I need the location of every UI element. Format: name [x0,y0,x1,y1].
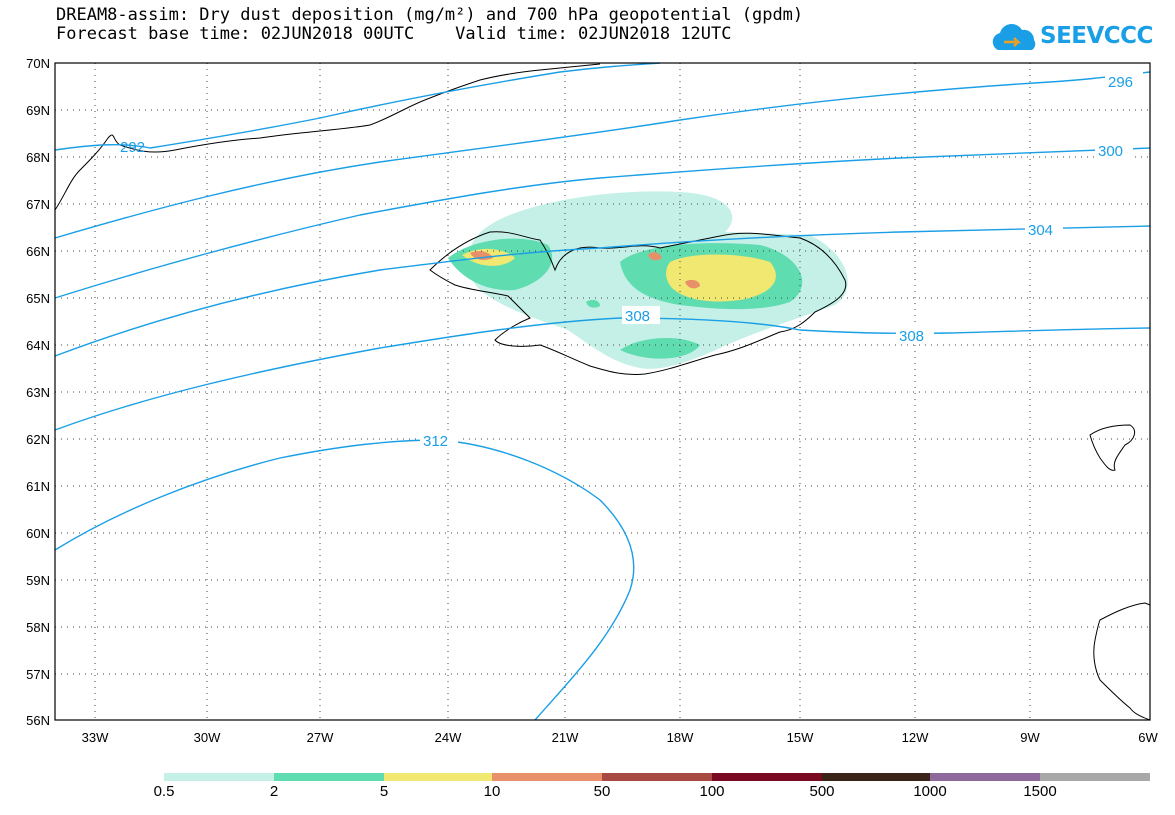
contour-labels: 296 300 304 308 308 312 292 [120,72,1143,450]
legend-swatch [1040,773,1150,781]
longitude-labels: 33W 30W 27W 24W 21W 18W 15W 12W 9W 6W [82,730,1159,745]
legend-swatch [274,773,384,781]
legend-swatch [712,773,822,781]
lon-label: 12W [902,730,929,745]
lon-label: 30W [194,730,221,745]
legend-label: 0.5 [153,783,175,800]
contour-308 [54,317,1151,431]
seevccc-logo: SEEVCCC [990,20,1153,60]
cloud-icon [992,24,1036,50]
lat-label: 57N [26,667,50,682]
coastlines [54,63,1151,721]
legend-swatch [822,773,930,781]
lat-label: 61N [26,479,50,494]
legend-swatch [492,773,602,781]
lon-label: 18W [667,730,694,745]
contour-304 [54,225,1151,357]
contour-label-304: 304 [1028,222,1053,239]
legend-label: 50 [593,783,611,800]
legend-label: 5 [379,783,389,800]
lon-label: 6W [1138,730,1158,745]
lon-label: 33W [82,730,109,745]
map-title-line-1: DREAM8-assim: Dry dust deposition (mg/m²… [56,5,804,25]
lat-label: 68N [26,150,50,165]
greenland-coast [54,63,601,211]
faroe-coast [1089,424,1136,471]
scotland-coast [1093,602,1151,721]
legend-swatch [164,773,274,781]
lon-label: 15W [787,730,814,745]
iceland-coast [429,231,847,375]
lat-label: 69N [26,103,50,118]
legend-swatch [384,773,492,781]
legend-label: 1500 [1023,783,1057,800]
contour-300 [54,147,1151,299]
lon-label: 21W [552,730,579,745]
lat-label: 60N [26,526,50,541]
contour-label-308-a: 308 [625,308,650,325]
lat-label: 62N [26,432,50,447]
contour-label-300: 300 [1098,143,1123,160]
lat-label: 58N [26,620,50,635]
contour-312 [54,439,635,721]
map-gridlines [55,63,1150,720]
lat-label: 64N [26,338,50,353]
geopotential-contours [54,62,1151,721]
lon-label: 24W [435,730,462,745]
lon-label: 9W [1020,730,1040,745]
legend-label: 10 [483,783,501,800]
map-title-line-2: Forecast base time: 02JUN2018 00UTC Vali… [56,24,732,44]
legend-label: 500 [809,783,835,800]
lat-label: 56N [26,713,50,728]
legend-label: 2 [269,783,279,800]
lat-label: 70N [26,56,50,71]
map-frame [54,62,1151,721]
lat-label: 67N [26,197,50,212]
dust-deposition-fills [448,191,848,369]
legend-label: 1000 [913,783,947,800]
contour-label-312: 312 [423,433,448,450]
legend-swatch [930,773,1040,781]
color-legend [164,773,1150,781]
contour-296 [54,71,1151,239]
contour-label-296: 296 [1108,74,1133,91]
lat-label: 66N [26,244,50,259]
legend-label: 100 [699,783,725,800]
lat-label: 63N [26,385,50,400]
logo-text: SEEVCCC [1040,23,1153,49]
lon-label: 27W [307,730,334,745]
contour-label-292: 292 [120,139,145,156]
contour-label-308-b: 308 [899,328,924,345]
lat-label: 59N [26,573,50,588]
legend-swatch [602,773,712,781]
latitude-labels: 70N 69N 68N 67N 66N 65N 64N 63N 62N 61N … [26,56,50,728]
lat-label: 65N [26,291,50,306]
contour-292 [54,62,661,151]
